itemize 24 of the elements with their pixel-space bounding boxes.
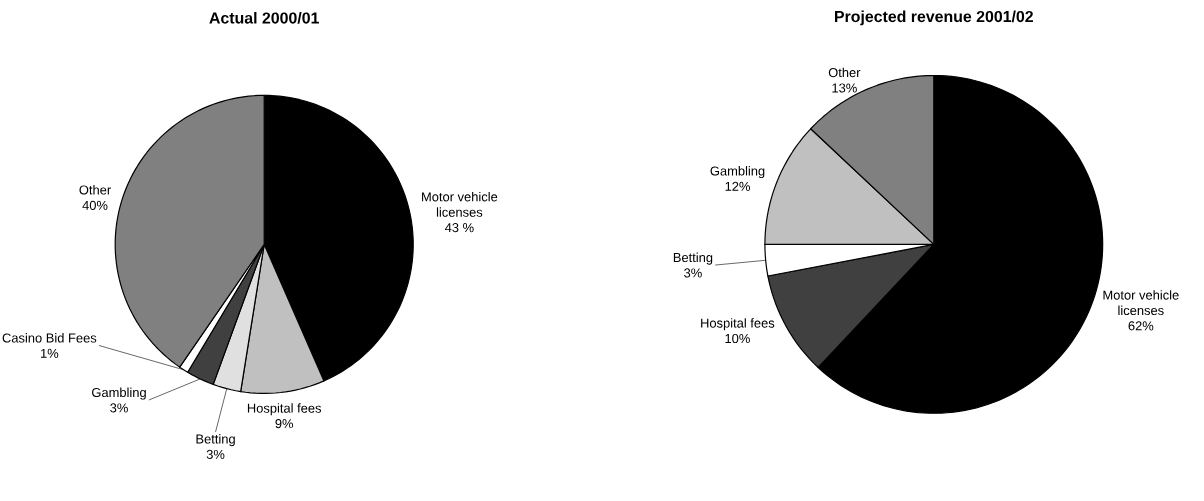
data-label: 62%: [1128, 321, 1154, 331]
slice-label: Betting: [673, 252, 713, 265]
data-label: 9%: [275, 419, 294, 429]
slice-label: Gambling: [710, 166, 765, 179]
chart-title: Actual 2000/01: [209, 12, 319, 24]
slice-label: Betting: [196, 434, 235, 447]
data-label: 40%: [82, 200, 108, 211]
data-label: 3%: [206, 449, 225, 460]
data-label: 43 %: [444, 223, 474, 233]
slice-label: Casino Bid Fees: [2, 333, 97, 343]
data-label: 12%: [725, 181, 750, 192]
slice-label: Other: [828, 67, 861, 78]
data-label: 3%: [110, 403, 128, 413]
chart-title: Projected revenue 2001/02: [835, 10, 1033, 26]
data-label: 1%: [41, 349, 59, 359]
slice-label: Hospital fees: [247, 403, 322, 416]
slice-label: Other: [79, 185, 111, 195]
slice-label: Motor vehicle licenses: [422, 192, 498, 217]
slice-label: Hospital fees: [701, 318, 775, 331]
data-label: 10%: [725, 334, 750, 344]
data-label: 3%: [684, 268, 702, 278]
slice-label: Gambling: [92, 387, 146, 400]
slice-label: Motor vehicle licenses: [1103, 290, 1179, 316]
data-label: 13%: [832, 83, 857, 93]
